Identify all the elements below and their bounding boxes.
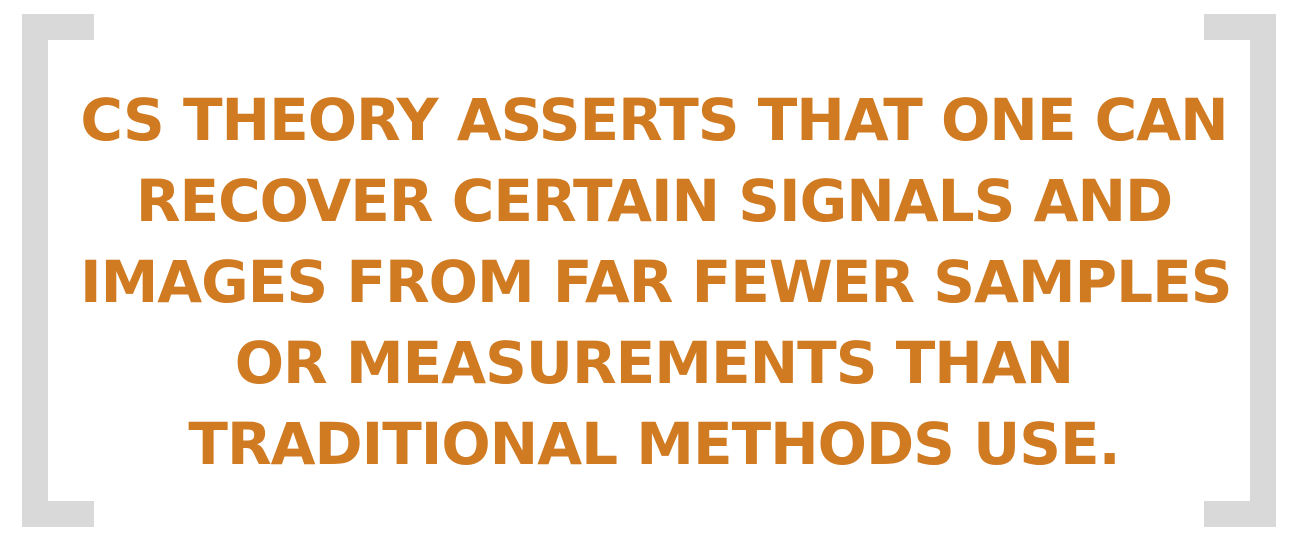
left-bracket (22, 14, 94, 527)
pull-quote-line-4: OR MEASUREMENTS THAN (234, 329, 1074, 397)
pull-quote-line-3: IMAGES FROM FAR FEWER SAMPLES (80, 248, 1233, 316)
pull-quote-line-2: RECOVER CERTAIN SIGNALS AND (135, 167, 1173, 235)
pull-quote-line-1: CS THEORY ASSERTS THAT ONE CAN (80, 86, 1228, 154)
right-bracket (1204, 14, 1276, 527)
pull-quote-line-5: TRADITIONAL METHODS USE. (188, 410, 1120, 478)
pull-quote: CS THEORY ASSERTS THAT ONE CAN RECOVER C… (80, 80, 1233, 485)
